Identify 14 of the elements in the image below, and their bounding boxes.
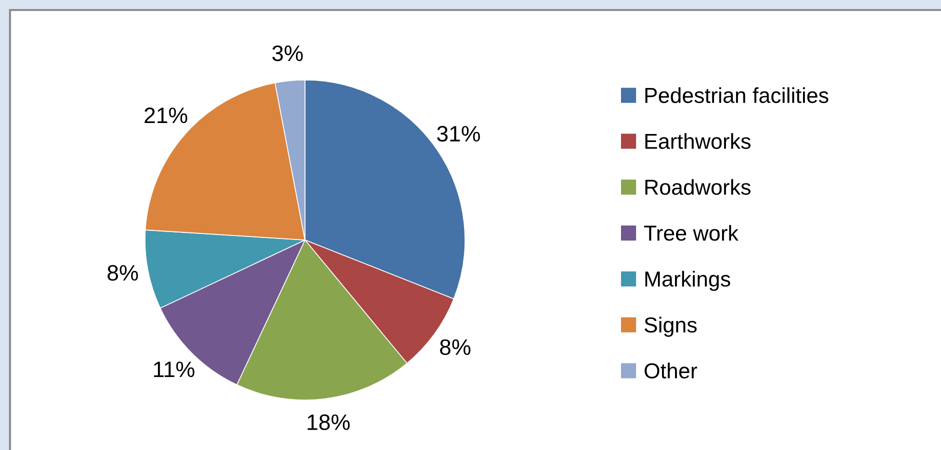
legend-label: Roadworks	[645, 179, 751, 195]
data-label: 18%	[308, 414, 350, 430]
legend-label: Earthworks	[645, 133, 750, 149]
data-label: 3%	[272, 45, 303, 62]
legend-label: Markings	[645, 270, 730, 291]
data-label: 31%	[437, 126, 480, 142]
data-label: 8%	[440, 339, 470, 356]
data-label: 11%	[154, 362, 194, 378]
data-label: 21%	[144, 107, 188, 124]
legend-label: Other	[644, 362, 698, 378]
data-label: 8%	[108, 265, 138, 281]
legend-label: Signs	[644, 316, 697, 337]
legend-label: Pedestrian facilities	[645, 87, 828, 104]
legend-label: Tree work	[644, 224, 739, 241]
